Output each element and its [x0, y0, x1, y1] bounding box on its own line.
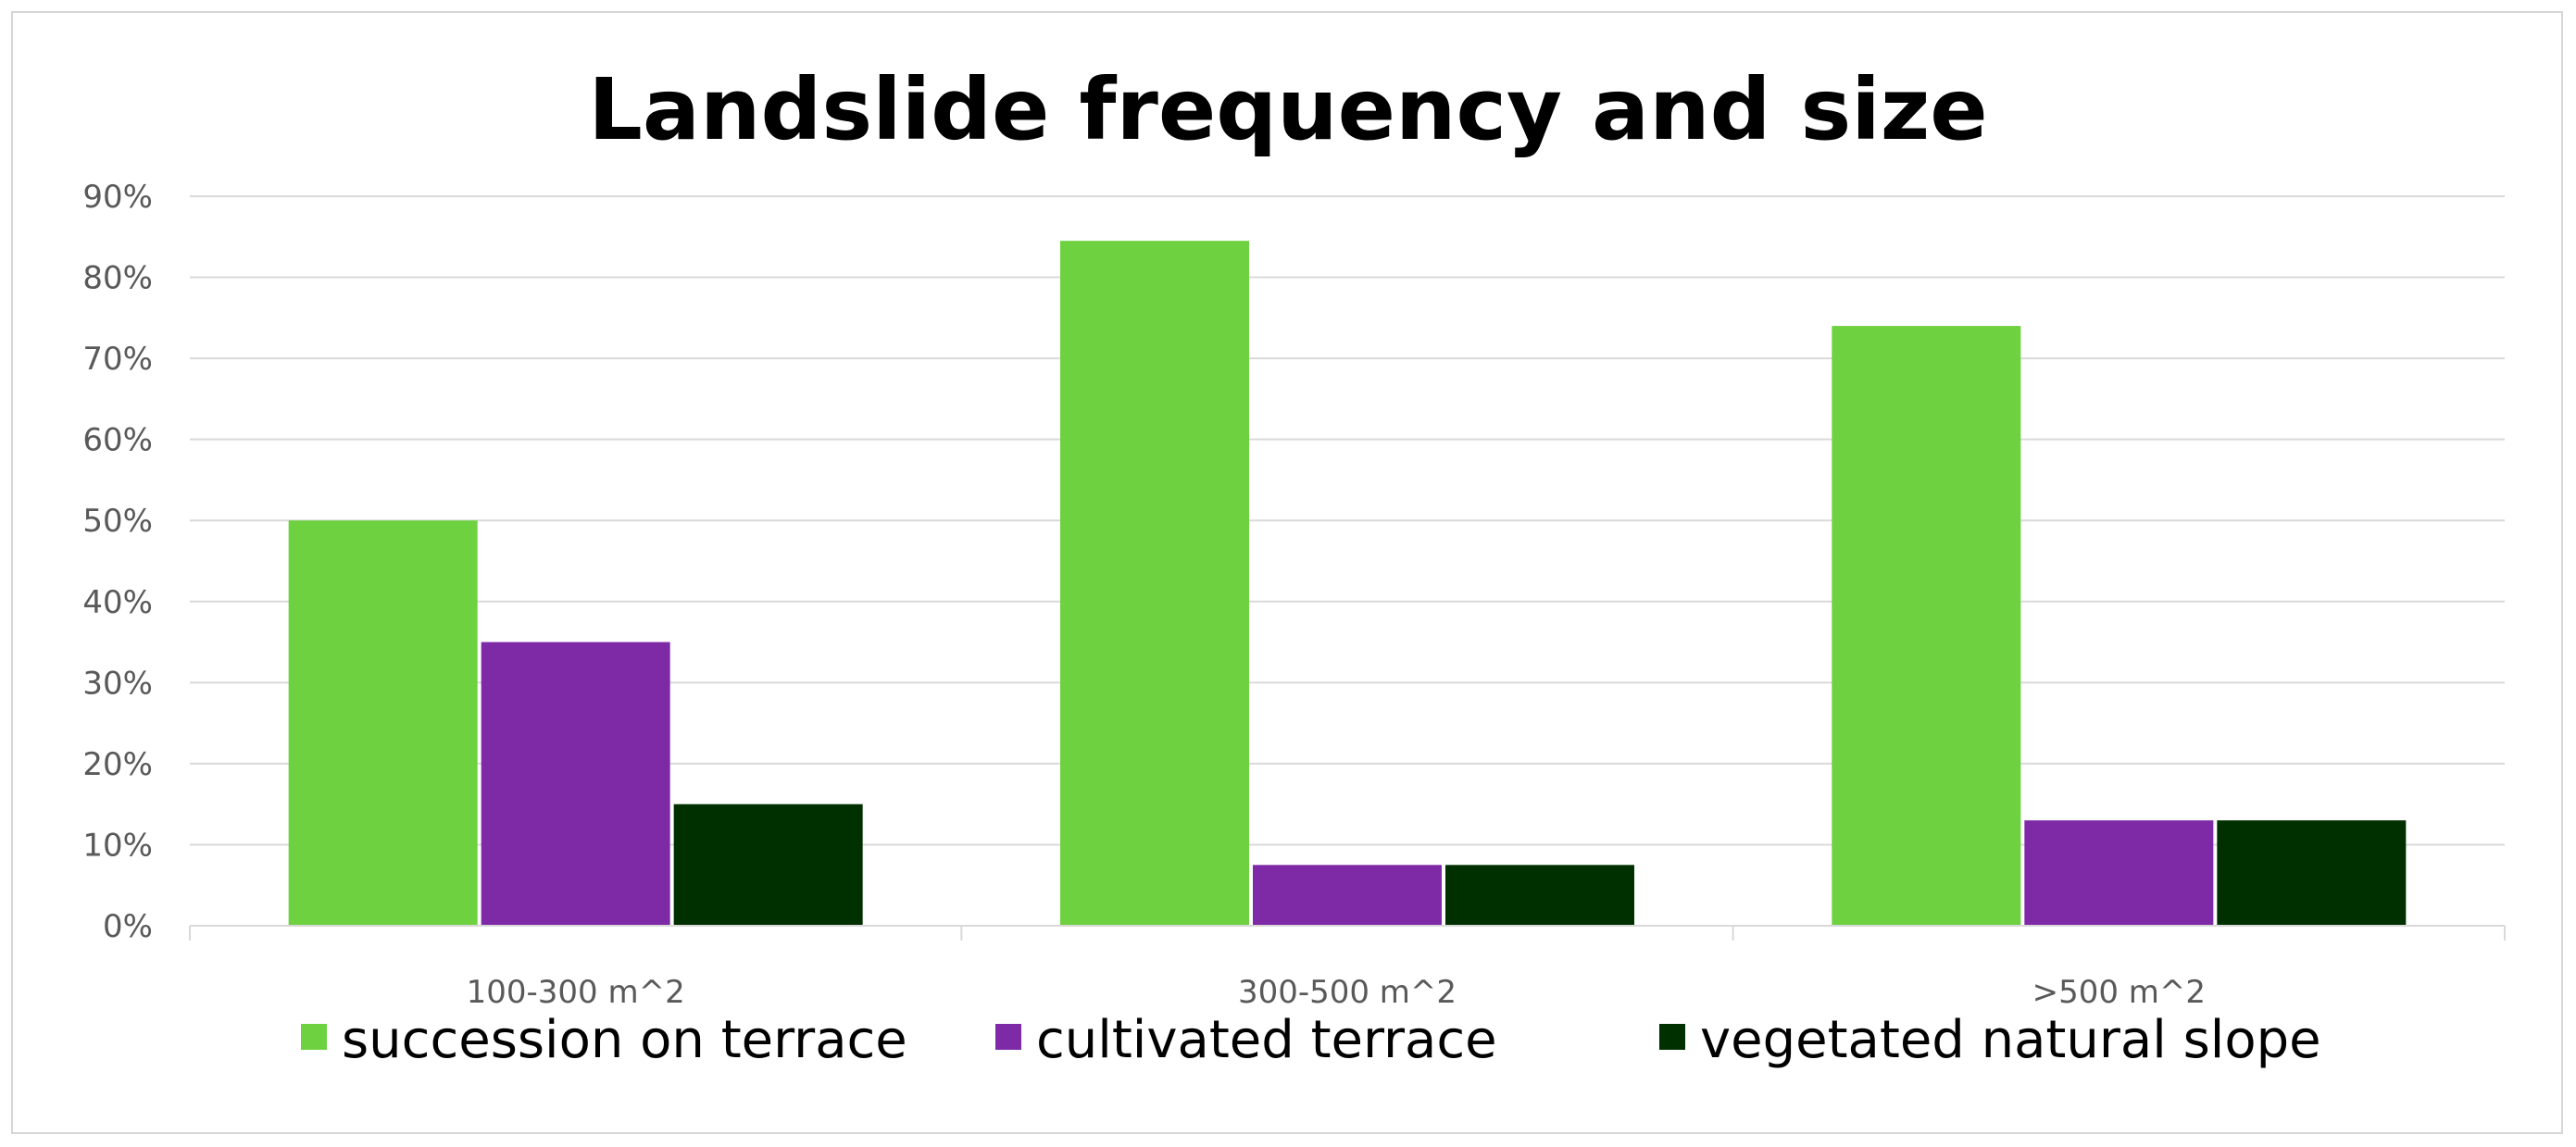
bar-succession-on-terrace-2 — [1832, 326, 2021, 927]
y-tick-label: 40% — [82, 584, 153, 621]
y-tick-label: 90% — [82, 179, 153, 216]
x-category-label: 100-300 m^2 — [467, 974, 685, 1011]
legend-swatch — [301, 1024, 327, 1050]
bar-vegetated-natural-slope-0 — [673, 804, 863, 926]
chart-title: Landslide frequency and size — [588, 60, 1987, 159]
x-axis: 100-300 m^2 300-500 m^2 >500 m^2 — [189, 925, 2506, 1011]
legend-label: cultivated terrace — [1036, 1010, 1497, 1070]
legend-label: succession on terrace — [342, 1010, 907, 1070]
legend: succession on terrace cultivated terrace v… — [301, 1010, 2321, 1070]
bars — [288, 241, 2407, 927]
legend-swatch — [1659, 1024, 1685, 1050]
y-tick-label: 30% — [82, 665, 153, 702]
y-axis-ticks: 0% 10% 20% 30% 40% 50% 60% 70% 80% 90% — [82, 179, 153, 945]
y-tick-label: 20% — [82, 746, 153, 783]
bar-cultivated-terrace-2 — [2024, 820, 2214, 926]
y-tick-label: 70% — [82, 341, 153, 378]
bar-vegetated-natural-slope-2 — [2217, 820, 2407, 926]
y-tick-label: 80% — [82, 260, 153, 297]
y-tick-label: 0% — [103, 908, 153, 945]
legend-label: vegetated natural slope — [1700, 1010, 2321, 1070]
legend-swatch — [995, 1024, 1021, 1050]
x-category-label: >500 m^2 — [2032, 974, 2206, 1011]
bar-succession-on-terrace-0 — [288, 520, 478, 926]
y-tick-label: 50% — [82, 503, 153, 540]
y-tick-label: 10% — [82, 827, 153, 864]
bar-succession-on-terrace-1 — [1060, 241, 1249, 927]
bar-cultivated-terrace-0 — [481, 642, 670, 926]
x-category-label: 300-500 m^2 — [1238, 974, 1457, 1011]
bar-cultivated-terrace-1 — [1253, 865, 1442, 926]
y-tick-label: 60% — [82, 422, 153, 459]
bar-vegetated-natural-slope-1 — [1445, 865, 1634, 926]
